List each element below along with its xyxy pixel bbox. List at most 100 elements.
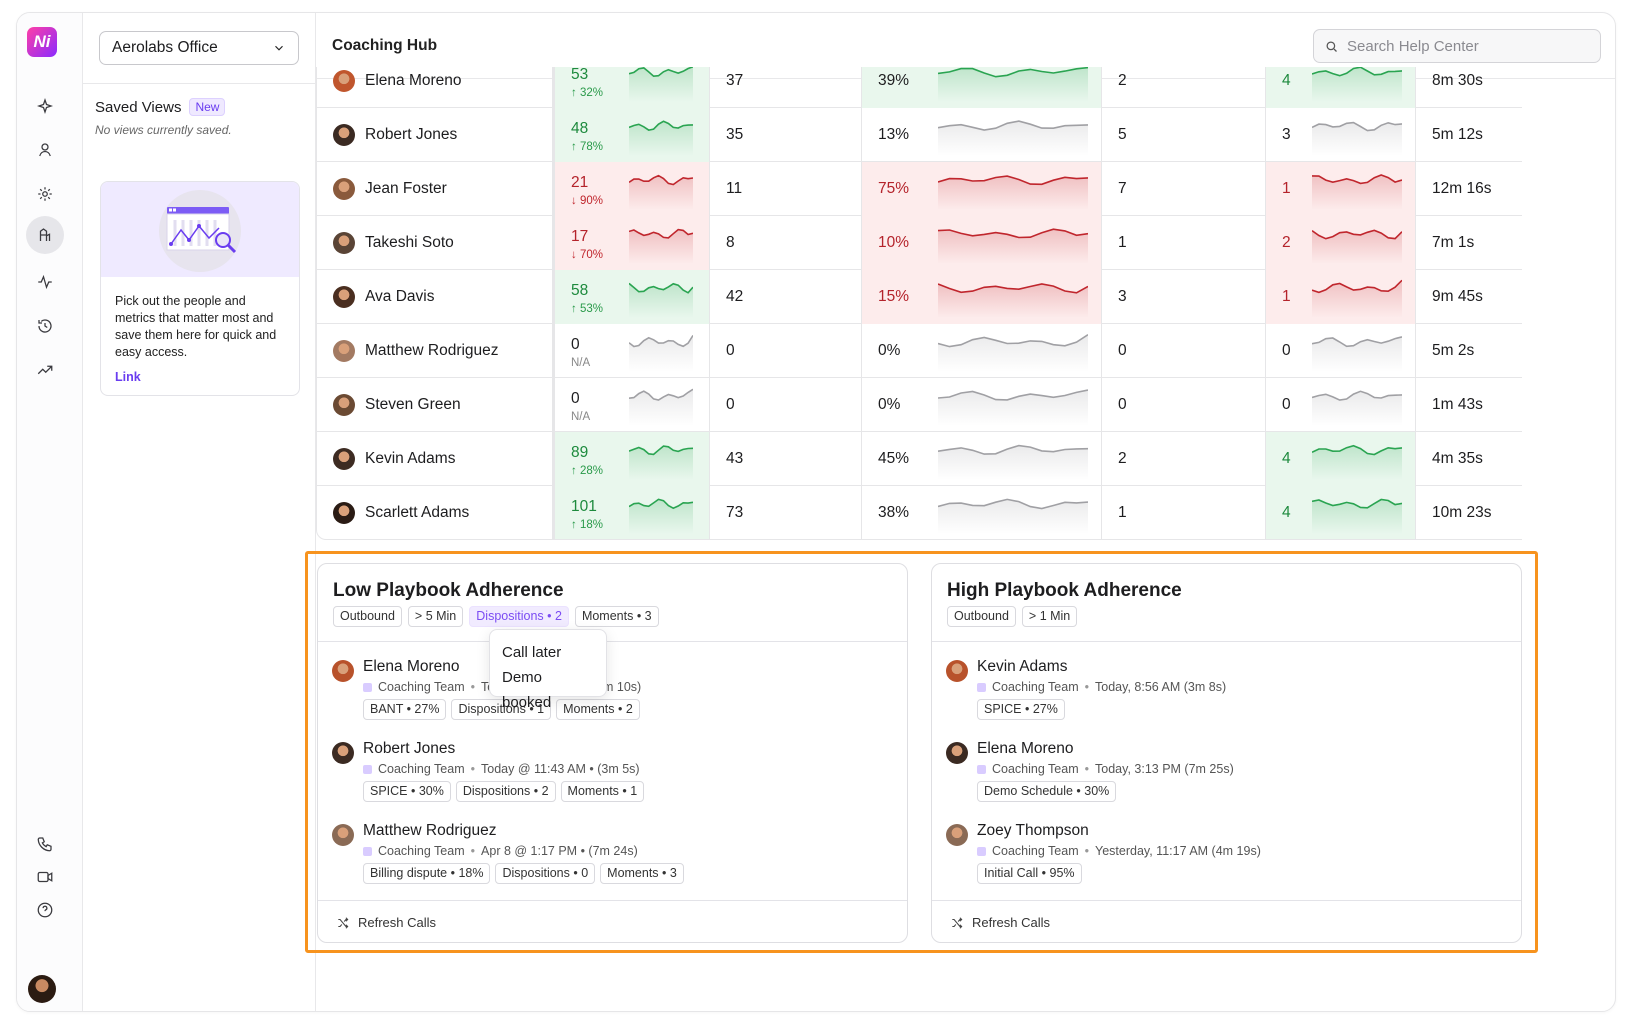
agent-cell[interactable]: Steven Green: [317, 378, 553, 432]
divider: [932, 900, 1521, 901]
sparkline: [1311, 67, 1403, 102]
metric-value: 4: [1282, 504, 1291, 521]
divider: [318, 900, 907, 901]
table-row[interactable]: Matthew Rodriguez 0 N/A 0 0% 0 0: [317, 324, 1522, 378]
call-chip[interactable]: Dispositions • 2: [455, 781, 556, 802]
table-row[interactable]: Kevin Adams 89 ↑ 28% 43 45% 2 4: [317, 432, 1522, 486]
call-time: Today, 8:56 AM (3m 8s): [1095, 680, 1227, 694]
call-chip[interactable]: Dispositions • 1: [451, 699, 552, 720]
call-chip[interactable]: SPICE • 27%: [977, 699, 1065, 720]
popover-item[interactable]: Call later: [502, 644, 562, 661]
office-select[interactable]: Aerolabs Office: [99, 31, 299, 65]
help-icon[interactable]: [26, 891, 64, 929]
metric-value: 0: [1282, 342, 1291, 359]
coaching-icon[interactable]: [26, 216, 64, 254]
agent-cell[interactable]: Kevin Adams: [317, 432, 553, 486]
gear-icon[interactable]: [26, 175, 64, 213]
metric-value: 17: [571, 228, 589, 245]
refresh-calls-button[interactable]: Refresh Calls: [336, 915, 436, 930]
call-meta: Coaching Team • Yesterday, 11:17 AM (4m …: [977, 844, 1261, 858]
trend-icon[interactable]: [26, 351, 64, 389]
call-chip[interactable]: Dispositions • 0: [495, 863, 596, 884]
call-chip[interactable]: Moments • 3: [600, 863, 684, 884]
call-chip[interactable]: Billing dispute • 18%: [363, 863, 491, 884]
table-row[interactable]: Ava Davis 58 ↑ 53% 42 15% 3 1 9m: [317, 270, 1522, 324]
sparkline: [1311, 336, 1403, 372]
agent-cell[interactable]: Robert Jones: [317, 108, 553, 162]
call-agent-name[interactable]: Matthew Rodriguez: [363, 822, 497, 839]
metric-value: 58: [571, 282, 589, 299]
app-logo[interactable]: Ni: [27, 27, 57, 57]
metric-cell: 43: [709, 432, 861, 486]
metric-value: 12m 16s: [1432, 180, 1492, 197]
call-agent-name[interactable]: Zoey Thompson: [977, 822, 1089, 839]
search-icon: [1326, 41, 1337, 52]
sparkline: [1311, 279, 1403, 318]
call-chip[interactable]: Moments • 2: [556, 699, 640, 720]
call-chip[interactable]: Moments • 1: [560, 781, 645, 802]
metric-cell: 45%: [861, 432, 1101, 486]
metric-value: 8: [726, 234, 735, 251]
agent-cell[interactable]: Jean Foster: [317, 162, 553, 216]
filter-chip[interactable]: Outbound: [947, 606, 1016, 627]
metric-value: 0: [726, 396, 735, 413]
call-agent-name[interactable]: Kevin Adams: [977, 658, 1068, 675]
table-row[interactable]: Jean Foster 21 ↓ 90% 11 75% 7 1: [317, 162, 1522, 216]
phone-icon[interactable]: [26, 825, 64, 863]
metric-cell: 75%: [861, 162, 1101, 216]
metric-cell: 1: [1101, 216, 1265, 270]
history-icon[interactable]: [26, 307, 64, 345]
high-adherence-card: High Playbook Adherence Outbound > 1 Min…: [931, 563, 1522, 943]
agent-name: Takeshi Soto: [365, 234, 454, 251]
refresh-calls-button[interactable]: Refresh Calls: [950, 915, 1050, 930]
agent-cell[interactable]: Takeshi Soto: [317, 216, 553, 270]
call-chip[interactable]: SPICE • 30%: [363, 781, 451, 802]
call-agent-name[interactable]: Elena Moreno: [977, 740, 1074, 757]
filter-chip-dispositions[interactable]: Dispositions • 2: [469, 606, 569, 627]
call-chip[interactable]: Demo Schedule • 30%: [977, 781, 1117, 802]
coaching-table: Elena Moreno 53 ↑ 32% 37 39% 2 4: [316, 67, 1522, 540]
call-chips: Demo Schedule • 30%: [977, 781, 1117, 802]
filter-chip[interactable]: Moments • 3: [574, 606, 659, 627]
metric-cell: 2: [1101, 67, 1265, 108]
video-icon[interactable]: [26, 858, 64, 896]
call-chip[interactable]: Initial Call • 95%: [977, 863, 1082, 884]
metric-cell: 8: [709, 216, 861, 270]
search-help-input[interactable]: Search Help Center: [1313, 29, 1601, 63]
agent-cell[interactable]: Scarlett Adams: [317, 486, 553, 539]
metric-delta: ↓ 90%: [571, 195, 603, 207]
saved-views-tip-card: Pick out the people and metrics that mat…: [100, 181, 300, 396]
agent-name: Elena Moreno: [365, 72, 462, 89]
table-row[interactable]: Robert Jones 48 ↑ 78% 35 13% 5 3: [317, 108, 1522, 162]
user-icon[interactable]: [26, 131, 64, 169]
sparkle-icon[interactable]: [26, 87, 64, 125]
user-avatar[interactable]: [28, 975, 56, 1003]
table-row[interactable]: Elena Moreno 53 ↑ 32% 37 39% 2 4: [317, 67, 1522, 108]
metric-value: 8m 30s: [1432, 72, 1483, 89]
metric-cell: 2: [1101, 432, 1265, 486]
filter-chip[interactable]: > 5 Min: [407, 606, 464, 627]
call-agent-name[interactable]: Elena Moreno: [363, 658, 460, 675]
avatar: [333, 124, 355, 146]
popover-item[interactable]: Demo booked: [502, 669, 552, 711]
call-agent-name[interactable]: Robert Jones: [363, 740, 456, 757]
table-row[interactable]: Scarlett Adams 101 ↑ 18% 73 38% 1 4: [317, 486, 1522, 539]
agent-cell[interactable]: Matthew Rodriguez: [317, 324, 553, 378]
agent-cell[interactable]: Ava Davis: [317, 270, 553, 324]
metric-cell: 101 ↑ 18%: [553, 486, 709, 539]
call-team: Coaching Team: [992, 762, 1079, 776]
pulse-icon[interactable]: [26, 263, 64, 301]
metric-value: 4: [1282, 72, 1291, 89]
metric-cell: 0: [1101, 324, 1265, 378]
filter-chip[interactable]: > 1 Min: [1021, 606, 1078, 627]
table-row[interactable]: Takeshi Soto 17 ↓ 70% 8 10% 1 2: [317, 216, 1522, 270]
metric-cell: 10%: [861, 216, 1101, 270]
filter-chip[interactable]: Outbound: [333, 606, 402, 627]
card-title: High Playbook Adherence: [947, 580, 1182, 601]
metric-value: 4m 35s: [1432, 450, 1483, 467]
agent-cell[interactable]: Elena Moreno: [317, 67, 553, 108]
tip-link[interactable]: Link: [115, 370, 141, 384]
team-color-dot: [977, 764, 986, 774]
table-row[interactable]: Steven Green 0 N/A 0 0% 0 0 1m 4: [317, 378, 1522, 432]
call-chip[interactable]: BANT • 27%: [363, 699, 447, 720]
